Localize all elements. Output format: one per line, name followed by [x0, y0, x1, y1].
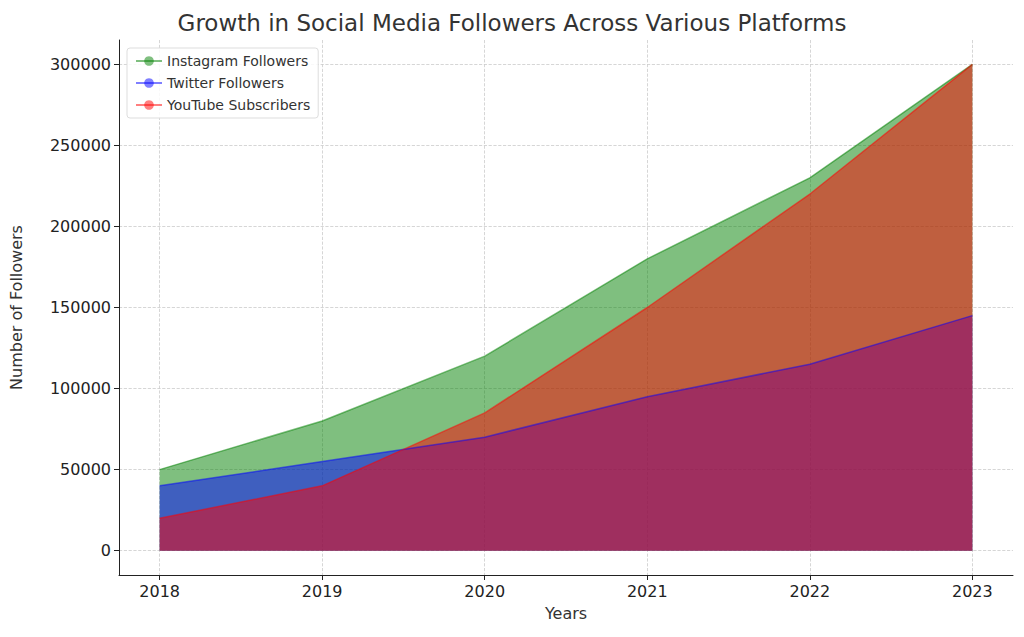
svg-text:0: 0	[101, 541, 111, 560]
svg-text:Growth in Social Media Followe: Growth in Social Media Followers Across …	[178, 10, 847, 36]
svg-text:150000: 150000	[50, 298, 111, 317]
svg-text:300000: 300000	[50, 55, 111, 74]
svg-text:2021: 2021	[627, 582, 668, 601]
svg-text:50000: 50000	[60, 460, 111, 479]
svg-text:YouTube Subscribers: YouTube Subscribers	[166, 97, 310, 113]
svg-text:2022: 2022	[789, 582, 830, 601]
svg-text:Twitter Followers: Twitter Followers	[166, 75, 284, 91]
svg-text:100000: 100000	[50, 379, 111, 398]
svg-text:2023: 2023	[952, 582, 993, 601]
svg-text:Years: Years	[544, 604, 587, 623]
svg-text:Number of Followers: Number of Followers	[7, 225, 26, 390]
svg-text:2018: 2018	[139, 582, 180, 601]
svg-text:2019: 2019	[302, 582, 343, 601]
svg-text:250000: 250000	[50, 136, 111, 155]
svg-text:Instagram Followers: Instagram Followers	[167, 53, 308, 69]
svg-text:2020: 2020	[464, 582, 505, 601]
svg-text:200000: 200000	[50, 217, 111, 236]
